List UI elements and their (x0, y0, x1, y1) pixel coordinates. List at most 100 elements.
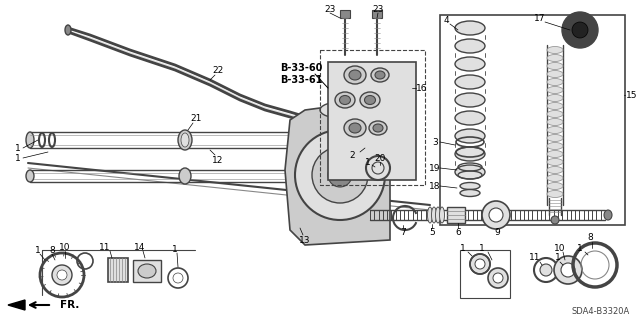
Ellipse shape (547, 174, 563, 181)
Text: 10: 10 (554, 244, 566, 252)
Circle shape (561, 263, 575, 277)
Bar (340, 10, 350, 18)
Text: 1: 1 (555, 253, 561, 262)
Text: 1: 1 (577, 244, 583, 252)
Text: 20: 20 (374, 154, 386, 163)
Circle shape (551, 216, 559, 224)
Ellipse shape (547, 134, 563, 141)
Ellipse shape (547, 86, 563, 93)
Text: B-33-60: B-33-60 (280, 63, 323, 73)
Text: 1: 1 (172, 244, 178, 253)
Ellipse shape (26, 170, 34, 182)
Text: 1: 1 (15, 154, 21, 163)
Ellipse shape (547, 102, 563, 109)
Ellipse shape (547, 78, 563, 85)
Ellipse shape (455, 129, 485, 143)
Ellipse shape (335, 92, 355, 108)
Circle shape (328, 163, 352, 187)
Ellipse shape (138, 264, 156, 278)
Bar (372, 10, 382, 18)
Bar (320, 50, 425, 185)
Text: 1: 1 (460, 244, 466, 252)
Ellipse shape (455, 93, 485, 107)
Text: 17: 17 (534, 13, 546, 22)
Ellipse shape (26, 132, 34, 148)
Ellipse shape (547, 142, 563, 149)
Text: 10: 10 (60, 243, 71, 252)
Text: 15: 15 (627, 91, 637, 100)
Ellipse shape (455, 147, 485, 161)
Ellipse shape (65, 25, 71, 35)
Ellipse shape (371, 68, 389, 82)
Text: B-33-61: B-33-61 (280, 75, 323, 85)
Circle shape (372, 162, 384, 174)
Bar (108, 258, 128, 282)
Text: 11: 11 (99, 243, 111, 252)
Text: 6: 6 (455, 228, 461, 236)
Ellipse shape (547, 70, 563, 77)
Ellipse shape (349, 70, 361, 80)
Ellipse shape (455, 57, 485, 71)
Ellipse shape (320, 102, 360, 118)
Ellipse shape (547, 150, 563, 157)
Bar (440, 15, 625, 225)
Circle shape (470, 254, 490, 274)
Ellipse shape (455, 165, 485, 179)
Circle shape (489, 208, 503, 222)
Text: 9: 9 (494, 228, 500, 236)
Bar (460, 250, 510, 298)
Text: 21: 21 (190, 114, 202, 123)
Text: 1: 1 (35, 245, 41, 254)
Polygon shape (285, 100, 390, 245)
Ellipse shape (547, 158, 563, 165)
Ellipse shape (547, 126, 563, 133)
Ellipse shape (547, 190, 563, 197)
Ellipse shape (344, 119, 366, 137)
Ellipse shape (360, 92, 380, 108)
Bar (328, 62, 416, 180)
Ellipse shape (547, 118, 563, 125)
Text: 12: 12 (212, 156, 224, 164)
Circle shape (572, 22, 588, 38)
Text: 11: 11 (529, 253, 541, 262)
Ellipse shape (179, 168, 191, 184)
Ellipse shape (440, 207, 445, 223)
Text: 8: 8 (49, 245, 55, 254)
Circle shape (540, 264, 552, 276)
Text: 14: 14 (134, 243, 146, 252)
Text: 1: 1 (365, 157, 371, 166)
Circle shape (493, 273, 503, 283)
Circle shape (488, 268, 508, 288)
Text: FR.: FR. (60, 300, 79, 310)
Ellipse shape (460, 182, 480, 189)
Text: 13: 13 (300, 236, 311, 244)
Ellipse shape (547, 94, 563, 101)
Circle shape (554, 256, 582, 284)
Text: 1: 1 (479, 244, 485, 252)
Circle shape (57, 270, 67, 280)
Text: 23: 23 (324, 4, 336, 13)
Ellipse shape (435, 207, 440, 223)
Ellipse shape (365, 95, 376, 105)
Text: 16: 16 (416, 84, 428, 92)
Ellipse shape (181, 133, 189, 147)
Ellipse shape (455, 21, 485, 35)
Ellipse shape (428, 207, 433, 223)
Circle shape (312, 147, 368, 203)
Polygon shape (8, 300, 25, 310)
Ellipse shape (178, 130, 192, 150)
Ellipse shape (431, 207, 436, 223)
Ellipse shape (460, 189, 480, 196)
Ellipse shape (455, 111, 485, 125)
Text: 19: 19 (429, 164, 441, 172)
Ellipse shape (547, 110, 563, 117)
Text: 5: 5 (429, 228, 435, 236)
Ellipse shape (455, 39, 485, 53)
Ellipse shape (339, 95, 351, 105)
Bar (133, 260, 161, 282)
Text: 8: 8 (587, 233, 593, 242)
Text: SDA4-B3320A: SDA4-B3320A (572, 308, 630, 316)
Ellipse shape (547, 62, 563, 69)
Ellipse shape (323, 193, 358, 207)
Text: 23: 23 (372, 4, 384, 13)
